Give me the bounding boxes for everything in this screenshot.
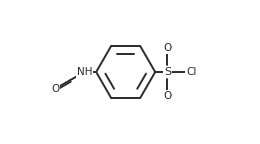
Text: O: O — [163, 43, 172, 53]
Text: O: O — [163, 91, 172, 101]
Text: O: O — [51, 84, 60, 94]
Text: NH: NH — [77, 67, 92, 77]
Text: S: S — [164, 67, 171, 77]
Text: Cl: Cl — [186, 67, 196, 77]
